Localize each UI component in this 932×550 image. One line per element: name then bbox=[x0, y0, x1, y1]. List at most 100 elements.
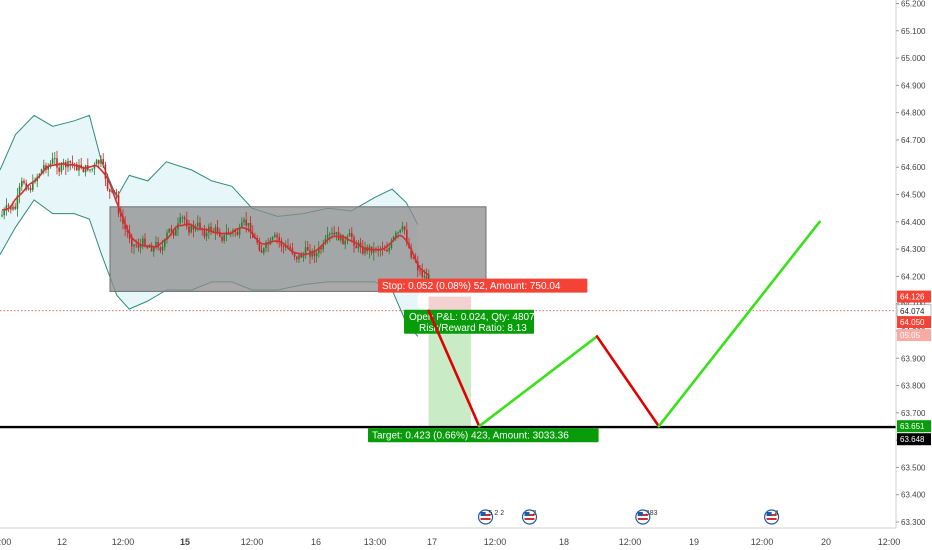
candle-body bbox=[410, 247, 412, 258]
candle-body bbox=[56, 158, 58, 168]
candle-body bbox=[214, 227, 217, 233]
economic-event-icon[interactable]: 5 2 2 bbox=[477, 509, 505, 525]
flag-stripe bbox=[524, 518, 535, 520]
price-axis[interactable]: 65.200 65.100 65.000 64.900 64.800 64.700 64.6… bbox=[895, 0, 932, 528]
candle-body bbox=[78, 164, 80, 171]
price-tick-label: 63.800 bbox=[901, 382, 926, 391]
candle-body bbox=[135, 244, 137, 246]
candle-body bbox=[318, 247, 320, 254]
candle-body bbox=[362, 247, 364, 254]
candle-body bbox=[102, 159, 104, 165]
risk-reward-text: Risk/Reward Ratio: 8.13 bbox=[419, 323, 527, 334]
candle-body bbox=[21, 180, 23, 187]
candle-body bbox=[419, 270, 421, 272]
time-tick-label: 12:00 bbox=[751, 537, 774, 547]
time-tick-label: 12:00 bbox=[878, 537, 901, 547]
candle-body bbox=[331, 232, 333, 234]
projected-path-segment[interactable] bbox=[657, 220, 821, 428]
stop-label-bg bbox=[378, 278, 588, 293]
candle-body bbox=[373, 248, 375, 253]
candle-body bbox=[293, 253, 296, 257]
candles-layer bbox=[1, 150, 430, 288]
candle-body bbox=[34, 181, 36, 183]
event-badge-count: 383 bbox=[646, 510, 658, 517]
candle-body bbox=[179, 217, 181, 224]
candle-body bbox=[18, 186, 21, 196]
position-layer[interactable]: Stop: 0.052 (0.08%) 52, Amount: 750.04 Op… bbox=[0, 278, 896, 443]
candle-body bbox=[263, 248, 265, 253]
candle-body bbox=[249, 223, 252, 233]
event-badges-layer[interactable]: 5 2 2 2 383 4 bbox=[477, 509, 780, 525]
candle-body bbox=[10, 205, 12, 210]
axis-price-tag[interactable]: 63.651 bbox=[897, 420, 931, 433]
projected-path-segment[interactable] bbox=[477, 335, 599, 428]
axis-price-tag-bg bbox=[897, 433, 931, 446]
projected-path-layer[interactable] bbox=[427, 220, 821, 428]
candle-body bbox=[146, 246, 148, 248]
candle-body bbox=[199, 222, 201, 229]
candle-body bbox=[14, 206, 16, 209]
pnl-label-text: Open P&L: 0.024, Qty: 4807 bbox=[409, 312, 535, 323]
candle-body bbox=[170, 228, 173, 232]
candle-body bbox=[47, 166, 49, 170]
candle-body bbox=[124, 223, 126, 229]
candle-body bbox=[307, 247, 309, 251]
economic-event-icon[interactable]: 383 bbox=[635, 509, 658, 525]
candle-body bbox=[192, 225, 195, 230]
candle-body bbox=[425, 276, 428, 281]
price-tick-label: 64.100 bbox=[901, 300, 926, 309]
candle-body bbox=[104, 164, 107, 179]
candle-body bbox=[40, 169, 43, 175]
candle-body bbox=[43, 165, 45, 170]
price-tick-label: 63.700 bbox=[901, 409, 926, 418]
candle-body bbox=[32, 181, 34, 191]
axis-price-tag-text: 64.074 bbox=[900, 307, 925, 316]
candle-body bbox=[71, 162, 74, 164]
candle-body bbox=[219, 231, 221, 237]
candle-body bbox=[91, 168, 93, 170]
time-tick-label: 12:00 bbox=[0, 537, 11, 547]
stop-label[interactable]: Stop: 0.052 (0.08%) 52, Amount: 750.04 bbox=[378, 278, 588, 293]
candle-body bbox=[100, 159, 102, 164]
axis-price-tag[interactable]: 63.648 bbox=[897, 433, 931, 446]
moving-average-line bbox=[1, 162, 430, 276]
candle-body bbox=[412, 257, 415, 259]
candle-body bbox=[60, 164, 63, 172]
candle-body bbox=[227, 231, 230, 234]
candle-body bbox=[344, 240, 346, 245]
candle-body bbox=[340, 234, 342, 241]
candle-body bbox=[168, 228, 170, 233]
economic-event-icon[interactable]: 2 bbox=[521, 509, 538, 525]
candle-body bbox=[311, 250, 313, 257]
stop-label-text: Stop: 0.052 (0.08%) 52, Amount: 750.04 bbox=[382, 281, 561, 292]
time-tick-label: 12:00 bbox=[241, 537, 264, 547]
candle-body bbox=[29, 187, 32, 191]
economic-event-icon[interactable]: 4 bbox=[763, 509, 780, 525]
event-badge-count: 2 bbox=[533, 510, 537, 517]
candle-body bbox=[80, 164, 82, 168]
time-tick-label: 12 bbox=[57, 537, 67, 547]
candle-body bbox=[326, 234, 329, 240]
candle-body bbox=[223, 234, 225, 241]
candle-body bbox=[76, 164, 78, 171]
price-tick-label: 65.000 bbox=[901, 54, 926, 63]
projected-path-segment[interactable] bbox=[427, 309, 481, 428]
projected-path-segment[interactable] bbox=[595, 335, 661, 428]
candle-body bbox=[155, 241, 157, 248]
candle-body bbox=[197, 222, 199, 227]
axis-price-tag-bg bbox=[897, 316, 931, 329]
axis-price-tag[interactable]: 64.050 bbox=[897, 316, 931, 329]
candle-body bbox=[133, 244, 135, 247]
price-tick-label: 65.200 bbox=[901, 0, 926, 9]
axis-price-tag[interactable]: 64.074 bbox=[896, 304, 932, 318]
time-tick-label: 20 bbox=[821, 537, 831, 547]
axis-price-tag[interactable]: 64.126 bbox=[897, 290, 931, 303]
time-tick-label: 15 bbox=[180, 537, 190, 547]
axis-price-tag[interactable]: 05:05 bbox=[897, 329, 931, 342]
candle-body bbox=[355, 245, 357, 249]
target-label[interactable]: Target: 0.423 (0.66%) 423, Amount: 3033.… bbox=[368, 428, 599, 443]
time-axis[interactable]: 12:00 12 12:00 15 12:00 16 13:00 17 12:00 18 12:00… bbox=[0, 527, 901, 547]
candle-body bbox=[73, 163, 76, 165]
